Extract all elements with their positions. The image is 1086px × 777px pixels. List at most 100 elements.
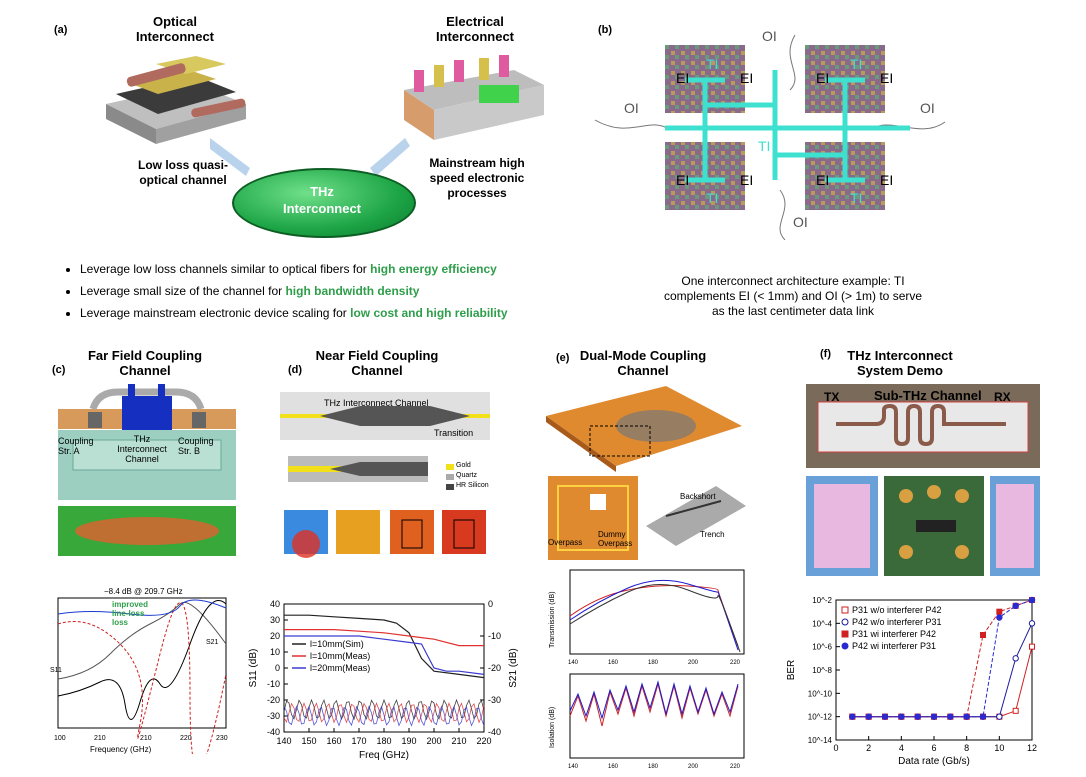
oi-label: OI (793, 214, 808, 230)
sub-thz-channel-label: Sub-THz Channel (874, 388, 982, 403)
svg-text:230: 230 (216, 735, 228, 742)
y-tick-label: 10^-14 (808, 736, 833, 745)
ti-label: TI (706, 190, 719, 206)
x-tick-label: 210 (451, 736, 466, 746)
legend-entry: l=10mm(Meas) (310, 651, 370, 661)
dummy-overpass-label: Dummy Overpass (598, 530, 633, 548)
panel-b-label: (b) (598, 24, 613, 36)
far-field-title: Far Field Coupling Channel (87, 348, 203, 378)
x-tick-label: 220 (476, 736, 491, 746)
backshort-label: Backshort (680, 492, 716, 501)
svg-text:200: 200 (688, 764, 699, 770)
legend-entry: P42 wi interferer P31 (852, 641, 936, 651)
x-tick-label: 150 (301, 736, 316, 746)
dual-mode-title: Dual-Mode Coupling Channel (579, 348, 707, 378)
svg-text:210: 210 (94, 735, 106, 742)
tx-label: TX (824, 390, 840, 404)
svg-text:140: 140 (568, 660, 579, 666)
data-point (865, 713, 872, 720)
legend-marker (841, 618, 849, 626)
benefit-item: Leverage low loss channels similar to op… (80, 258, 640, 280)
thz-channel-label: THz Interconnect Channel (324, 398, 429, 408)
svg-text:−8.4 dB @ 209.7 GHz: −8.4 dB @ 209.7 GHz (104, 587, 183, 596)
optical-caption: Low loss quasi- optical channel (137, 158, 228, 187)
thz-channel-label: THz Interconnect Channel (117, 434, 167, 464)
system-demo-images (806, 384, 1040, 576)
svg-text:100: 100 (54, 735, 66, 742)
svg-text:180: 180 (648, 764, 659, 770)
x-tick-label: 10 (994, 743, 1004, 753)
x-tick-label: 180 (376, 736, 391, 746)
legend-quartz: Quartz (456, 472, 478, 479)
ei-label: EI (740, 70, 754, 86)
legend-hr-silicon: HR Silicon (456, 482, 489, 489)
series-line (284, 629, 484, 647)
svg-text:210: 210 (140, 735, 152, 742)
benefit-item: Leverage mainstream electronic device sc… (80, 302, 640, 324)
x-tick-label: 190 (401, 736, 416, 746)
x-tick-label: 2 (866, 743, 871, 753)
series-line (852, 599, 1033, 718)
data-point (996, 713, 1003, 720)
svg-text:S11: S11 (50, 667, 62, 674)
y-tick-label: 10^-10 (808, 689, 833, 698)
legend-entry: l=20mm(Meas) (310, 663, 370, 673)
far-field-images (58, 384, 236, 556)
x-tick-label: 140 (276, 736, 291, 746)
data-point (980, 632, 986, 638)
svg-text:220: 220 (730, 660, 741, 666)
ber-chart: 0 2 4 6 8 10 12 10^-2 10^-4 10^-6 10^-8 10^-10 10^-1… (786, 596, 1037, 767)
x-tick-label: 160 (326, 736, 341, 746)
ei-label: EI (740, 172, 754, 188)
y-tick-label: 10 (270, 647, 280, 657)
legend-entry: P31 wi interferer P42 (852, 629, 936, 639)
ei-label: EI (880, 70, 894, 86)
benefits-list: Leverage low loss channels similar to op… (62, 258, 640, 324)
transition-label: Transition (434, 428, 474, 438)
near-field-images (280, 392, 490, 558)
improved-loss-note: improved line-loss loss (112, 600, 149, 627)
legend-entry: P31 w/o interferer P42 (852, 605, 942, 615)
data-point (849, 713, 856, 720)
legend-entry: l=10mm(Sim) (310, 639, 364, 649)
y2-tick-label: -10 (488, 631, 501, 641)
svg-text:140: 140 (568, 764, 579, 770)
ti-label: TI (850, 190, 863, 206)
thz-interconnect-label: THz Interconnect (282, 184, 361, 216)
svg-text:200: 200 (688, 660, 699, 666)
panel-e-label: (e) (556, 352, 570, 364)
y-tick-label: 10^-4 (812, 619, 832, 628)
panel-f-label: (f) (820, 348, 831, 360)
ti-label: TI (758, 138, 771, 154)
y-tick-label: 10^-2 (812, 596, 832, 605)
ei-label: EI (676, 70, 690, 86)
ti-label: TI (850, 56, 863, 72)
x-tick-label: 6 (931, 743, 936, 753)
svg-text:Transmission (dB): Transmission (dB) (549, 591, 556, 648)
ti-label: TI (706, 56, 719, 72)
coupling-str-a: Coupling Str. A (58, 436, 94, 456)
flow-arrows (210, 138, 410, 176)
data-point (930, 713, 938, 720)
svg-text:160: 160 (608, 764, 619, 770)
data-point (898, 713, 905, 720)
electrical-caption: Mainstream high speed electronic process… (429, 156, 525, 200)
optical-interconnect-title: Optical Interconnect (135, 14, 214, 44)
svg-text:180: 180 (648, 660, 659, 666)
legend-marker (841, 606, 849, 614)
data-point (996, 614, 1003, 621)
data-point (947, 713, 954, 720)
electrical-device-image (404, 55, 544, 140)
y-tick-label: 20 (270, 631, 280, 641)
x-tick-label: 0 (833, 743, 838, 753)
panel-c-label: (c) (52, 364, 66, 376)
data-point (914, 713, 921, 720)
panel-a-label: (a) (54, 24, 68, 36)
svg-text:Isolation (dB): Isolation (dB) (549, 707, 556, 748)
x-tick-label: 170 (351, 736, 366, 746)
data-point (963, 713, 970, 720)
svg-text:220: 220 (180, 735, 192, 742)
data-point (1012, 602, 1019, 610)
y-tick-label: 10^-6 (812, 643, 832, 652)
oi-label: OI (762, 28, 777, 44)
